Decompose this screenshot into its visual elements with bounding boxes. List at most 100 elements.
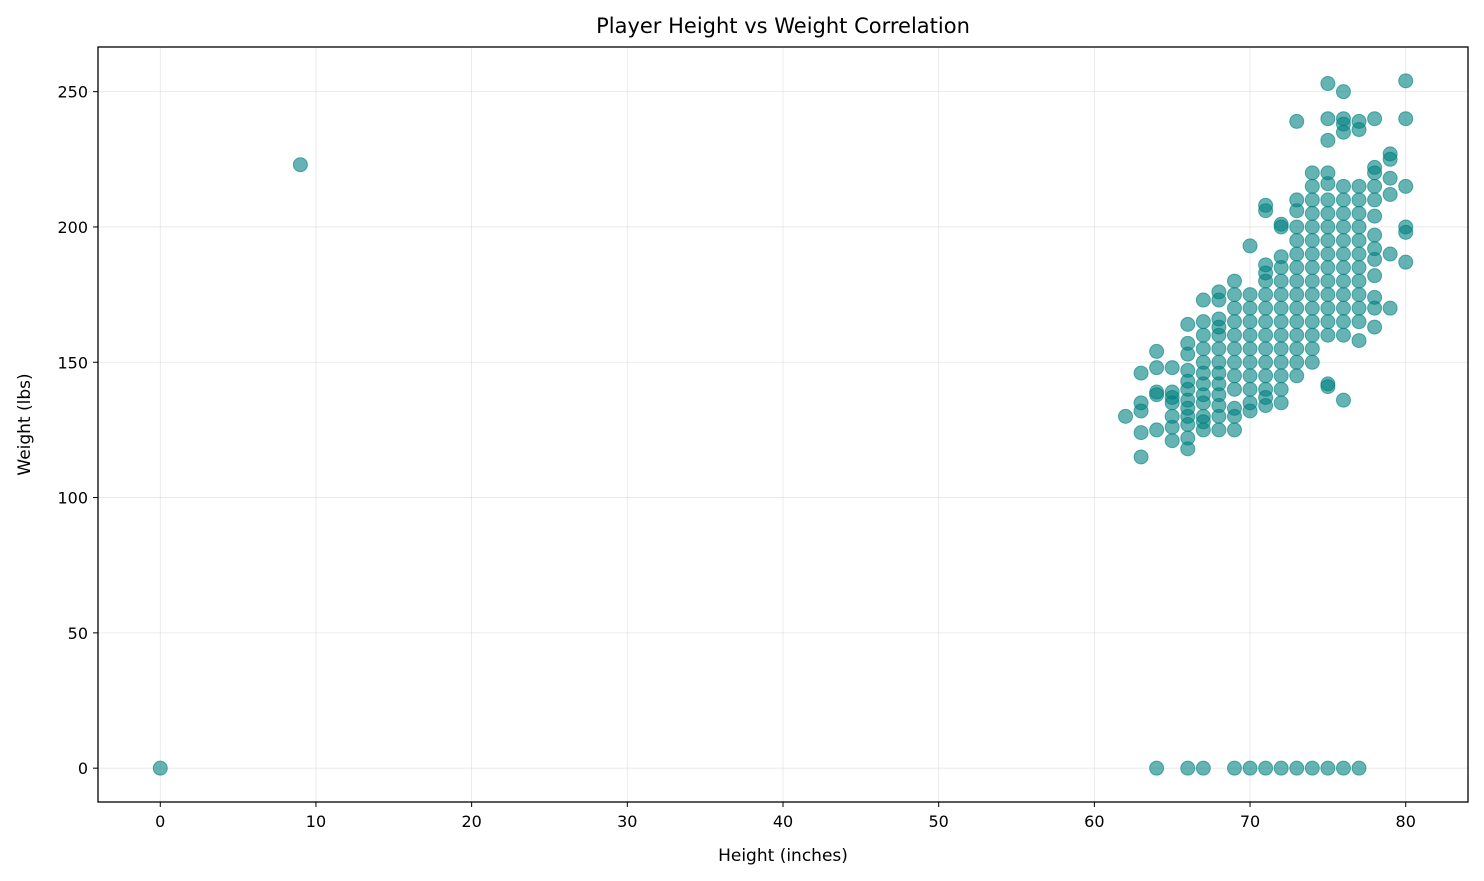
- data-point: [1165, 361, 1179, 375]
- data-point: [1290, 315, 1304, 329]
- data-point: [1321, 301, 1335, 315]
- data-point: [1399, 179, 1413, 193]
- data-point: [1181, 363, 1195, 377]
- data-point: [1196, 293, 1210, 307]
- y-tick-label: 150: [57, 353, 88, 372]
- data-point: [1274, 761, 1288, 775]
- data-point: [1352, 761, 1366, 775]
- data-point: [1336, 301, 1350, 315]
- data-point: [1336, 112, 1350, 126]
- data-point: [1274, 217, 1288, 231]
- data-point: [1352, 274, 1366, 288]
- data-point: [1305, 301, 1319, 315]
- data-point: [1212, 423, 1226, 437]
- data-point: [1274, 250, 1288, 264]
- data-point: [1165, 385, 1179, 399]
- data-point: [1243, 382, 1257, 396]
- data-point: [1399, 255, 1413, 269]
- data-point: [1243, 369, 1257, 383]
- data-point: [1196, 409, 1210, 423]
- data-point: [1243, 315, 1257, 329]
- data-point: [1259, 382, 1273, 396]
- y-axis-label: Weight (lbs): [15, 373, 35, 475]
- data-point: [1290, 328, 1304, 342]
- data-point: [1227, 355, 1241, 369]
- data-point: [1243, 342, 1257, 356]
- data-point: [1259, 328, 1273, 342]
- data-point: [1181, 336, 1195, 350]
- data-point: [1181, 317, 1195, 331]
- data-point: [1352, 114, 1366, 128]
- x-tick-label: 0: [155, 812, 165, 831]
- data-point: [1212, 355, 1226, 369]
- data-point: [153, 761, 167, 775]
- data-point: [1352, 247, 1366, 261]
- data-point: [1305, 342, 1319, 356]
- data-point: [1274, 382, 1288, 396]
- data-point: [1336, 179, 1350, 193]
- data-point: [1150, 385, 1164, 399]
- data-point: [1134, 450, 1148, 464]
- data-point: [1336, 328, 1350, 342]
- data-point: [1368, 290, 1382, 304]
- data-point: [1321, 133, 1335, 147]
- data-point: [1259, 258, 1273, 272]
- data-point: [1383, 171, 1397, 185]
- data-point: [1321, 274, 1335, 288]
- data-point: [1259, 342, 1273, 356]
- data-point: [1165, 409, 1179, 423]
- data-point: [1227, 301, 1241, 315]
- data-point: [1227, 288, 1241, 302]
- data-point: [1321, 328, 1335, 342]
- data-point: [1368, 242, 1382, 256]
- data-point: [1305, 355, 1319, 369]
- data-point: [1368, 209, 1382, 223]
- y-tick-label: 100: [57, 489, 88, 508]
- data-point: [1352, 315, 1366, 329]
- data-point: [1259, 301, 1273, 315]
- data-point: [1305, 288, 1319, 302]
- x-tick-label: 30: [617, 812, 637, 831]
- data-point: [1227, 401, 1241, 415]
- data-point: [1352, 220, 1366, 234]
- data-point: [1321, 377, 1335, 391]
- data-point: [1227, 382, 1241, 396]
- data-point: [1368, 228, 1382, 242]
- data-point: [1243, 239, 1257, 253]
- data-point: [1336, 193, 1350, 207]
- data-point: [1212, 342, 1226, 356]
- data-point: [1134, 396, 1148, 410]
- data-point: [1352, 334, 1366, 348]
- data-point: [1274, 342, 1288, 356]
- chart-title: Player Height vs Weight Correlation: [596, 14, 970, 38]
- data-point: [1150, 761, 1164, 775]
- x-tick-label: 10: [306, 812, 326, 831]
- data-point: [1305, 261, 1319, 275]
- data-point: [1227, 761, 1241, 775]
- data-point: [1336, 220, 1350, 234]
- y-tick-label: 250: [57, 83, 88, 102]
- data-point: [1181, 761, 1195, 775]
- data-point: [1321, 315, 1335, 329]
- data-point: [1305, 193, 1319, 207]
- x-tick-label: 20: [461, 812, 481, 831]
- data-point: [1305, 328, 1319, 342]
- x-axis-label: Height (inches): [718, 846, 848, 866]
- data-point: [1352, 288, 1366, 302]
- data-point: [1305, 166, 1319, 180]
- data-point: [1383, 301, 1397, 315]
- data-point: [1290, 355, 1304, 369]
- y-tick-label: 200: [57, 218, 88, 237]
- data-point: [1274, 369, 1288, 383]
- data-point: [1196, 315, 1210, 329]
- data-point: [1352, 193, 1366, 207]
- data-point: [1290, 261, 1304, 275]
- data-point: [1119, 409, 1133, 423]
- data-point: [1321, 193, 1335, 207]
- data-point: [1259, 355, 1273, 369]
- data-point: [1134, 366, 1148, 380]
- data-point: [1336, 247, 1350, 261]
- data-point: [1383, 187, 1397, 201]
- data-point: [1227, 328, 1241, 342]
